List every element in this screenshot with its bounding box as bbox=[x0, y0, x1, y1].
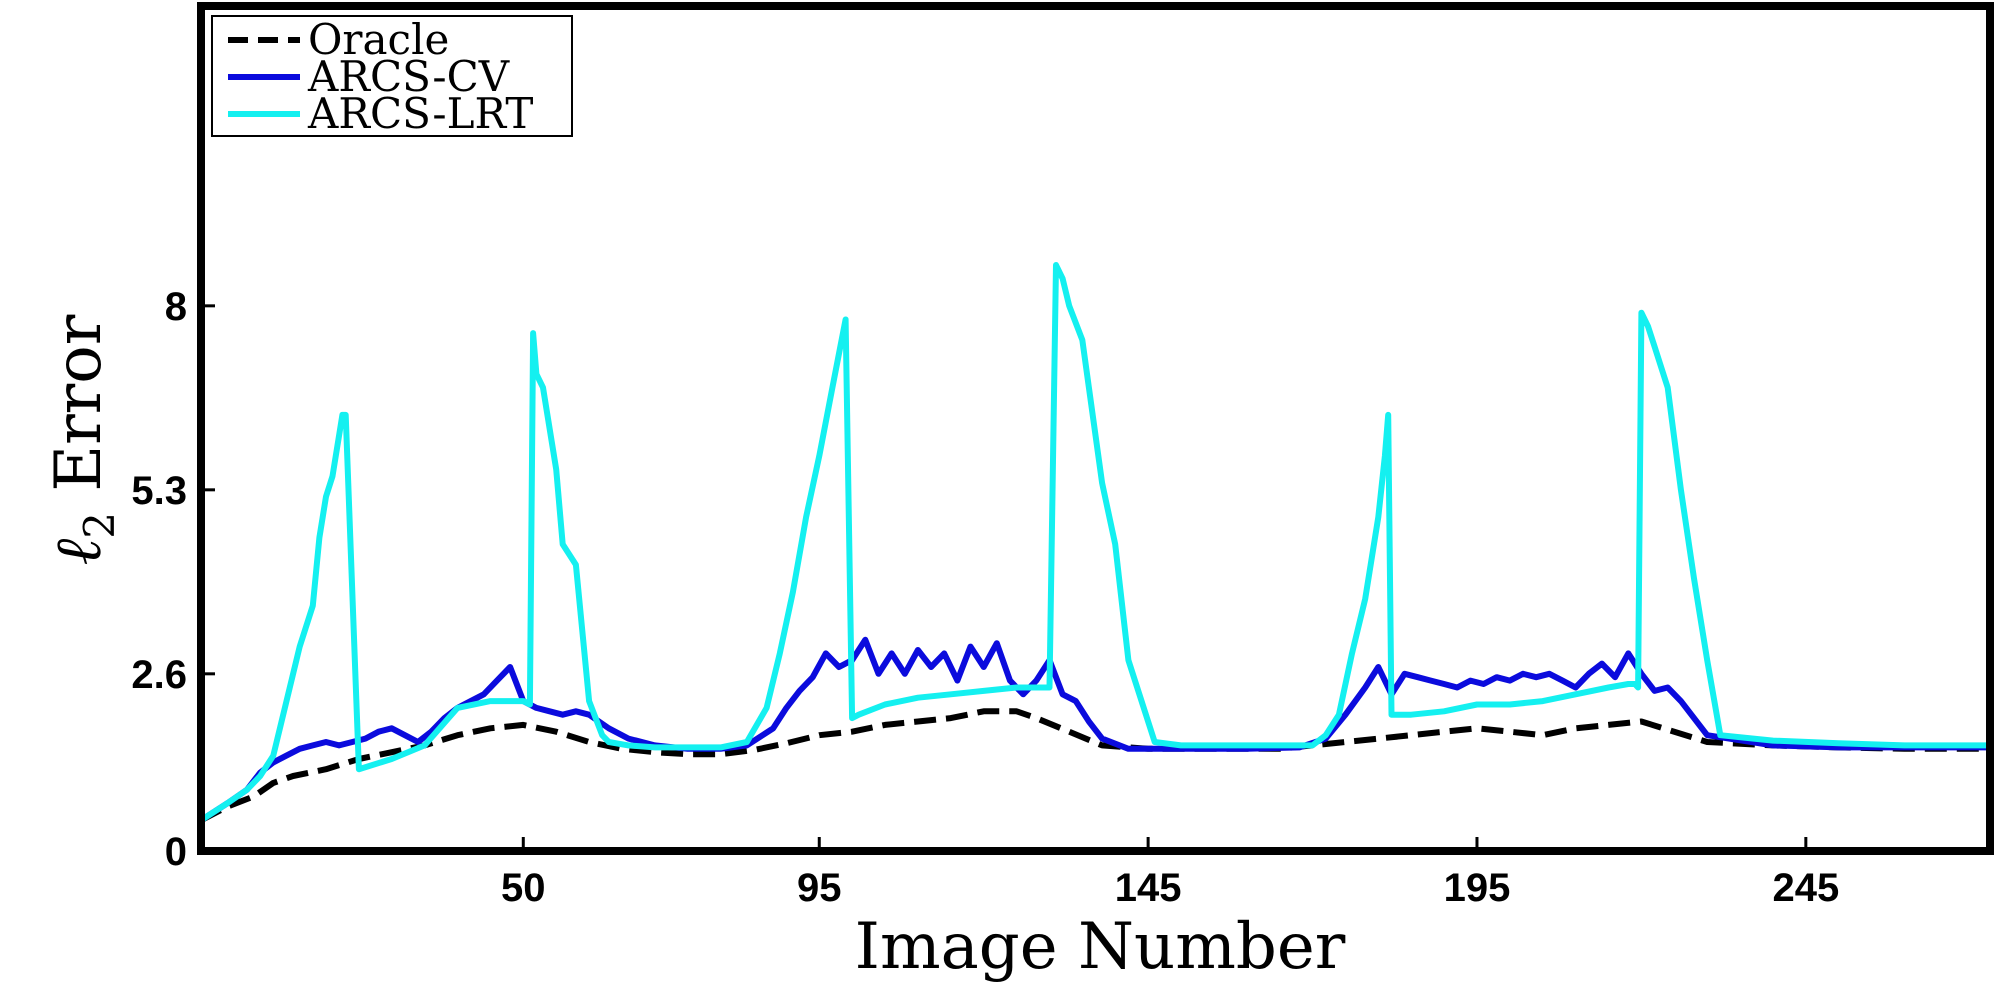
series-line-arcs-lrt bbox=[199, 262, 1990, 823]
y-tick-label: 0 bbox=[165, 830, 187, 874]
y-tick-label: 8 bbox=[165, 285, 187, 329]
series-line-arcs-cv bbox=[199, 636, 1990, 823]
x-tick-label: 245 bbox=[1772, 866, 1839, 910]
y-tick-label: 2.6 bbox=[131, 653, 187, 697]
x-tick-label: 145 bbox=[1115, 866, 1182, 910]
x-ticks: 50 95 145 195 245 bbox=[501, 837, 1839, 910]
x-tick-label: 195 bbox=[1444, 866, 1511, 910]
legend-label: ARCS-LRT bbox=[307, 89, 533, 138]
legend-label: ARCS-CV bbox=[307, 52, 510, 101]
y-axis-title-subscript: 2 bbox=[75, 512, 124, 539]
y-axis-title-rest: Error bbox=[42, 314, 116, 512]
y-axis-title-main: ℓ bbox=[42, 538, 116, 565]
x-tick-label: 95 bbox=[797, 866, 842, 910]
y-ticks: 0 2.6 5.3 8 bbox=[131, 285, 215, 874]
x-axis-title: Image Number bbox=[855, 910, 1346, 984]
legend-label: Oracle bbox=[308, 15, 449, 64]
series-layer bbox=[199, 262, 1990, 823]
plot-frame bbox=[197, 2, 1994, 855]
y-tick-label: 5.3 bbox=[131, 469, 187, 513]
x-tick-label: 50 bbox=[501, 866, 546, 910]
y-axis-title: ℓ2 Error bbox=[42, 314, 124, 565]
